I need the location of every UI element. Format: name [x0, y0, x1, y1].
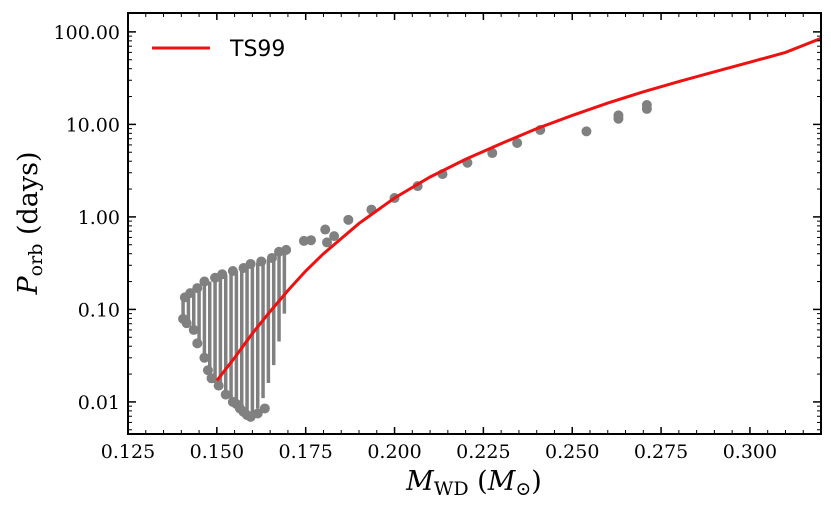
scatter-point-21: [266, 252, 277, 263]
scatter-point-27: [210, 272, 221, 283]
scatter-point-9: [613, 110, 624, 121]
scatter-point-16: [320, 224, 331, 235]
scatter-points: [178, 100, 652, 422]
x-title-sub: WD: [434, 478, 469, 500]
scatter-point-18: [298, 235, 309, 246]
x-tick-label-0: 0.125: [101, 441, 155, 463]
scatter-point-22: [256, 256, 267, 267]
scatter-point-37: [202, 365, 213, 376]
y-tick-label-0: 0.01: [78, 392, 120, 414]
x-title-open-paren: (: [469, 466, 488, 497]
y-title-space: [13, 235, 44, 244]
y-tick-label-3: 10.00: [66, 114, 120, 136]
legend-label-ts99: TS99: [229, 37, 285, 62]
x-tick-label-4: 0.225: [456, 441, 510, 463]
x-tick-label-1: 0.150: [190, 441, 244, 463]
band-segments: [181, 251, 287, 417]
y-title-rest: (days): [13, 151, 44, 235]
scatter-point-29: [192, 283, 203, 294]
y-axis-ticks: 0.01 0.10 1.00 10.00 100.00: [54, 22, 821, 431]
scatter-point-47: [252, 408, 263, 419]
scatter-point-35: [192, 338, 203, 349]
scatter-point-31: [179, 292, 190, 303]
x-axis-title: MWD (M⊙): [405, 466, 542, 500]
y-tick-label-4: 100.00: [54, 22, 120, 44]
ts99-line: [215, 37, 822, 382]
scatter-point-36: [199, 352, 210, 363]
x-title-unit: M: [487, 466, 517, 497]
scatter-point-24: [238, 263, 249, 274]
scatter-point-11: [641, 100, 652, 111]
scatter-point-34: [188, 324, 199, 335]
scatter-point-14: [329, 231, 340, 242]
scatter-point-38: [206, 373, 217, 384]
x-title-main: M: [405, 466, 435, 497]
scatter-point-39: [213, 380, 224, 391]
y-tick-label-2: 1.00: [78, 207, 120, 229]
scatter-point-48: [259, 403, 270, 414]
scatter-point-20: [274, 246, 285, 257]
legend: TS99: [152, 37, 285, 62]
x-axis-ticks: 0.125 0.150 0.175 0.200 0.225 0.250 0.275 0.300: [101, 13, 822, 463]
scatter-point-33: [181, 318, 192, 329]
scatter-point-7: [581, 126, 592, 137]
scatter-point-4: [487, 148, 498, 159]
x-title-unit-sub: ⊙: [515, 478, 531, 500]
x-tick-label-6: 0.275: [634, 441, 688, 463]
x-tick-label-7: 0.300: [723, 441, 777, 463]
x-tick-label-3: 0.200: [367, 441, 421, 463]
y-tick-label-1: 0.10: [78, 299, 120, 321]
scatter-point-13: [343, 214, 354, 225]
y-title-sub: orb: [25, 244, 47, 277]
scatter-point-40: [220, 389, 231, 400]
x-tick-label-5: 0.250: [545, 441, 599, 463]
scatter-point-15: [322, 237, 333, 248]
scatter-point-25: [227, 266, 238, 277]
scatter-point-5: [512, 137, 523, 148]
y-axis-title: Porb (days): [13, 151, 47, 295]
plot-frame: [127, 12, 822, 435]
y-title-main: P: [13, 276, 44, 296]
x-title-close-paren: ): [531, 466, 542, 497]
scatter-point-28: [199, 276, 210, 287]
x-tick-label-2: 0.175: [278, 441, 332, 463]
